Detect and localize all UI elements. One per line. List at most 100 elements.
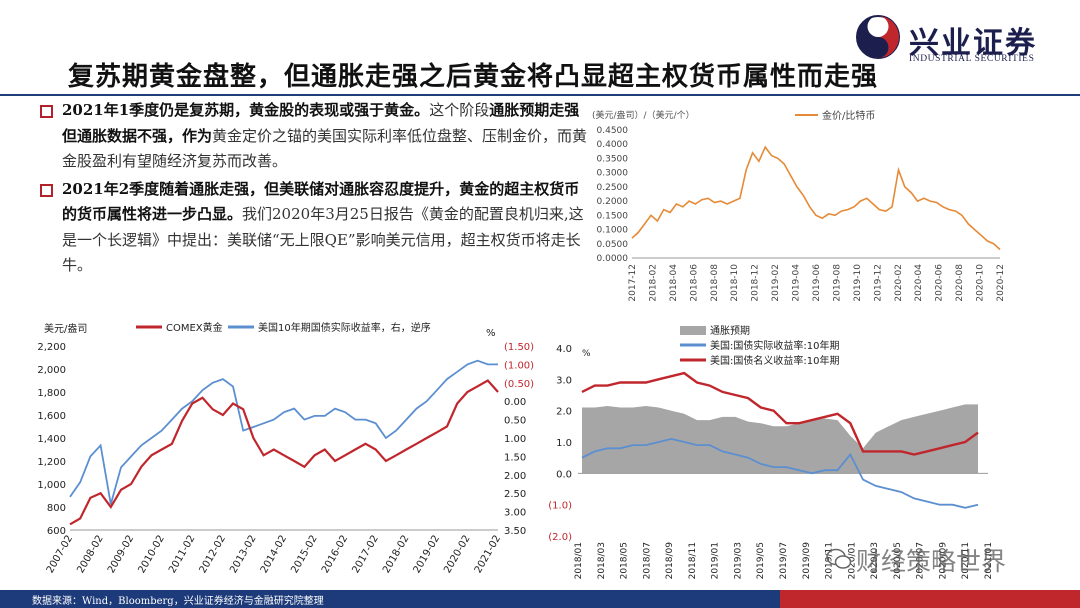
- x-tick-label: 2018-02: [648, 264, 658, 302]
- bullet-1-bold2: 通胀预期走强但通胀数据不强，作为: [62, 101, 580, 145]
- x-tick-label: 2019/03: [733, 542, 743, 579]
- legend-label-comex: COMEX黄金: [166, 321, 223, 334]
- logo-mark-icon: [856, 15, 900, 59]
- x-tick-label: 2018-08: [710, 264, 720, 302]
- series-area-inflation: [582, 404, 978, 474]
- bullet-2-bold: 2021年2季度随着通胀走强，但美联储对通胀容忍度提升，黄金的超主权货币的货币属…: [62, 179, 580, 224]
- x-tick-label: 2019/05: [756, 542, 766, 579]
- gold-bitcoin-ratio-chart: (美元/盎司）/（美元/个） 金价/比特币 0.4500 0.4000 0.3500 0.…: [592, 109, 1006, 302]
- y-tick-label-right: 0.50: [504, 416, 526, 427]
- legend-label-inflation: 通胀预期: [710, 325, 750, 337]
- x-tick-label: 2018/03: [597, 542, 607, 579]
- y-tick-label-right: (1.50): [504, 342, 534, 353]
- y-tick-label-left: 1,000: [37, 480, 66, 491]
- y-axis-left-label: 美元/盎司: [44, 322, 87, 335]
- y-axis-unit-label: (美元/盎司）/（美元/个）: [592, 109, 695, 121]
- x-tick-label: 2020-04: [914, 264, 924, 302]
- bullet-item-2: 2021年2季度随着通胀走强，但美联储对通胀容忍度提升，黄金的超主权货币的货币属…: [40, 177, 588, 279]
- x-tick-label: 2019/11: [825, 542, 835, 579]
- y-tick-label: 0.0000: [597, 254, 629, 264]
- x-tick-label: 2018/01: [574, 542, 584, 579]
- series-line-gold-btc: [631, 145, 1001, 251]
- y-tick-label-right: 3.50: [504, 526, 526, 537]
- x-tick-label: 2018-12: [751, 264, 761, 302]
- y-tick-label: 2.0: [556, 407, 572, 418]
- x-tick-label: 2010-02: [136, 534, 166, 576]
- y-tick-label-right: 1.00: [504, 434, 526, 445]
- x-tick-label: 2019-02: [771, 264, 781, 302]
- y-tick-label-right: 2.00: [504, 471, 526, 482]
- x-tick-label: 2018/09: [665, 542, 675, 580]
- y-tick-label-right: 3.00: [504, 508, 526, 519]
- bullet-box-icon: [40, 183, 53, 197]
- bullet-item-1: 2021年1季度仍是复苏期，黄金股的表现或强于黄金。这个阶段通胀预期走强但通胀数…: [40, 98, 588, 175]
- x-tick-label: 2021/01: [984, 542, 994, 579]
- x-tick-label: 2017-12: [628, 264, 638, 302]
- y-axis-unit-label: %: [582, 349, 591, 359]
- y-tick-label: 0.1000: [597, 226, 629, 236]
- bullet-list: 2021年1季度仍是复苏期，黄金股的表现或强于黄金。这个阶段通胀预期走强但通胀数…: [40, 98, 588, 281]
- y-tick-label: 3.0: [556, 375, 572, 386]
- y-tick-label-left: 600: [47, 526, 66, 537]
- series-line-nominal-yield: [581, 371, 979, 456]
- x-tick-label: 2018/07: [642, 542, 652, 579]
- x-tick-label: 2019-08: [832, 264, 842, 302]
- y-tick-label-right: 1.50: [504, 452, 526, 463]
- y-tick-label-left: 1,200: [37, 457, 66, 468]
- title-divider: [0, 94, 1080, 96]
- legend-label-nominal: 美国:国债名义收益率:10年期: [710, 354, 839, 367]
- x-tick-label: 2020-02: [894, 264, 904, 302]
- x-tick-label: 2020/05: [893, 542, 903, 579]
- x-tick-label: 2012-02: [198, 534, 228, 576]
- legend-label-real-yield: 美国10年期国债实际收益率，右，逆序: [258, 321, 431, 334]
- data-source-note: 数据来源：Wind，Bloomberg，兴业证券经济与金融研究院整理: [32, 596, 324, 607]
- x-tick-label: 2020/07: [916, 542, 926, 579]
- x-tick-label: 2018-06: [689, 264, 699, 302]
- x-tick-label: 2019-04: [792, 264, 802, 302]
- y-tick-label-left: 1,600: [37, 411, 66, 422]
- bullet-1-bold: 2021年1季度仍是复苏期，黄金股的表现或强于黄金。: [62, 101, 430, 119]
- company-logo: 兴业证券 INDUSTRIAL SECURITIES: [855, 10, 1070, 66]
- y-tick-label-right: 2.50: [504, 489, 526, 500]
- wechat-icon: [826, 548, 852, 569]
- logo-text-en: INDUSTRIAL SECURITIES: [909, 54, 1035, 64]
- y-tick-label: (2.0): [548, 532, 572, 543]
- y-axis-right-label: %: [486, 328, 496, 339]
- x-tick-label: 2020-12: [996, 264, 1006, 302]
- page-title: 复苏期黄金盘整，但通胀走强之后黄金将凸显超主权货币属性而走强: [68, 62, 879, 92]
- x-tick-label: 2019-12: [873, 264, 883, 302]
- legend-label-real: 美国:国债实际收益率:10年期: [710, 339, 839, 352]
- y-tick-label-left: 2,000: [37, 365, 66, 376]
- x-tick-label: 2016-02: [320, 534, 350, 576]
- bullet-1-text: 这个阶段: [429, 101, 490, 119]
- y-tick-label: 0.2500: [597, 183, 629, 193]
- y-tick-label: 0.4000: [597, 140, 629, 150]
- y-tick-label-right: (1.00): [504, 360, 534, 371]
- x-tick-label: 2020/03: [870, 542, 880, 579]
- x-tick-label: 2019-10: [853, 264, 863, 302]
- x-tick-label: 2018/11: [688, 542, 698, 579]
- x-tick-label: 2019-02: [412, 534, 442, 576]
- y-tick-label: (1.0): [548, 501, 572, 512]
- x-tick-label: 2019-06: [812, 264, 822, 302]
- y-tick-label-right: 0.00: [504, 397, 526, 408]
- x-tick-label: 2011-02: [167, 534, 197, 576]
- y-tick-label: 0.0: [556, 469, 572, 480]
- x-tick-label: 2014-02: [259, 534, 289, 576]
- x-tick-label: 2013-02: [228, 534, 258, 576]
- bullet-box-icon: [40, 105, 53, 118]
- y-tick-label: 0.3500: [597, 154, 629, 164]
- x-tick-label: 2019/07: [779, 542, 789, 579]
- y-tick-label: 4.0: [556, 344, 572, 355]
- y-tick-label-left: 1,800: [37, 388, 66, 399]
- x-tick-label: 2019/09: [802, 542, 812, 580]
- y-tick-label: 0.3000: [597, 169, 629, 179]
- x-tick-label: 2020-08: [955, 264, 965, 302]
- x-tick-label: 2021-02: [473, 534, 503, 576]
- x-tick-label: 2020/09: [938, 542, 948, 580]
- x-tick-label: 2019/01: [711, 542, 721, 579]
- watermark-text: 财经策略世界: [856, 547, 1007, 576]
- x-tick-label: 2009-02: [106, 534, 136, 576]
- series-line-comex-gold: [69, 379, 499, 526]
